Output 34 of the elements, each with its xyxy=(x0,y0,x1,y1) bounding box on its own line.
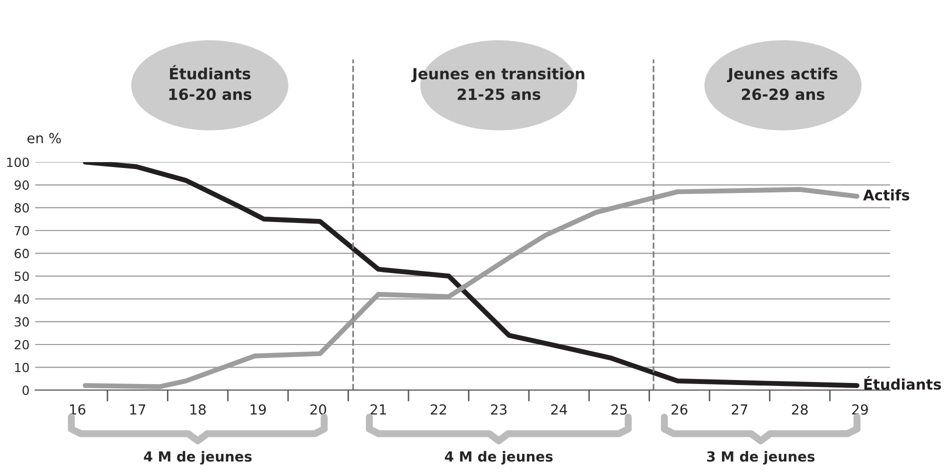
x-tick-label: 16 xyxy=(70,404,86,415)
series-label: Étudiants xyxy=(864,376,941,390)
x-tick-label: 19 xyxy=(250,404,266,415)
x-tick-label: 17 xyxy=(130,404,146,415)
x-tick-label: 24 xyxy=(551,404,568,415)
y-tick-label: 80 xyxy=(14,203,29,213)
text: 3 M de jeunes xyxy=(707,450,815,465)
y-tick-label: 20 xyxy=(14,340,29,350)
x-tick-label: 20 xyxy=(310,404,326,415)
y-tick-label: 40 xyxy=(14,294,29,304)
x-tick-label: 21 xyxy=(370,404,386,415)
y-tick-label: 50 xyxy=(14,272,29,282)
y-axis-title: en % xyxy=(27,132,61,144)
x-tick-label: 26 xyxy=(672,404,688,415)
x-tick-label: 25 xyxy=(611,404,627,415)
y-tick-label: 60 xyxy=(14,248,29,258)
text: Jeunes en transition 21-25 ans xyxy=(411,68,584,100)
y-tick-label: 0 xyxy=(22,386,29,396)
y-tick-label: 90 xyxy=(14,180,29,190)
x-tick-label: 28 xyxy=(792,404,808,415)
x-tick-label: 27 xyxy=(732,404,748,415)
y-tick-label: 100 xyxy=(7,158,29,168)
x-tick-label: 23 xyxy=(490,404,507,415)
y-tick-label: 70 xyxy=(14,226,29,236)
y-tick-label: 30 xyxy=(14,317,29,327)
text: Jeunes actifs 26-29 ans xyxy=(726,68,838,100)
text: 4 M de jeunes xyxy=(444,450,553,465)
x-tick-label: 29 xyxy=(852,404,868,415)
x-tick-label: 18 xyxy=(190,404,206,415)
text: Étudiants 16-20 ans xyxy=(169,65,252,100)
text: 4 M de jeunes xyxy=(144,450,252,465)
x-tick-label: 22 xyxy=(430,404,446,415)
series-label: Actifs xyxy=(863,189,910,201)
y-tick-label: 10 xyxy=(15,362,29,372)
